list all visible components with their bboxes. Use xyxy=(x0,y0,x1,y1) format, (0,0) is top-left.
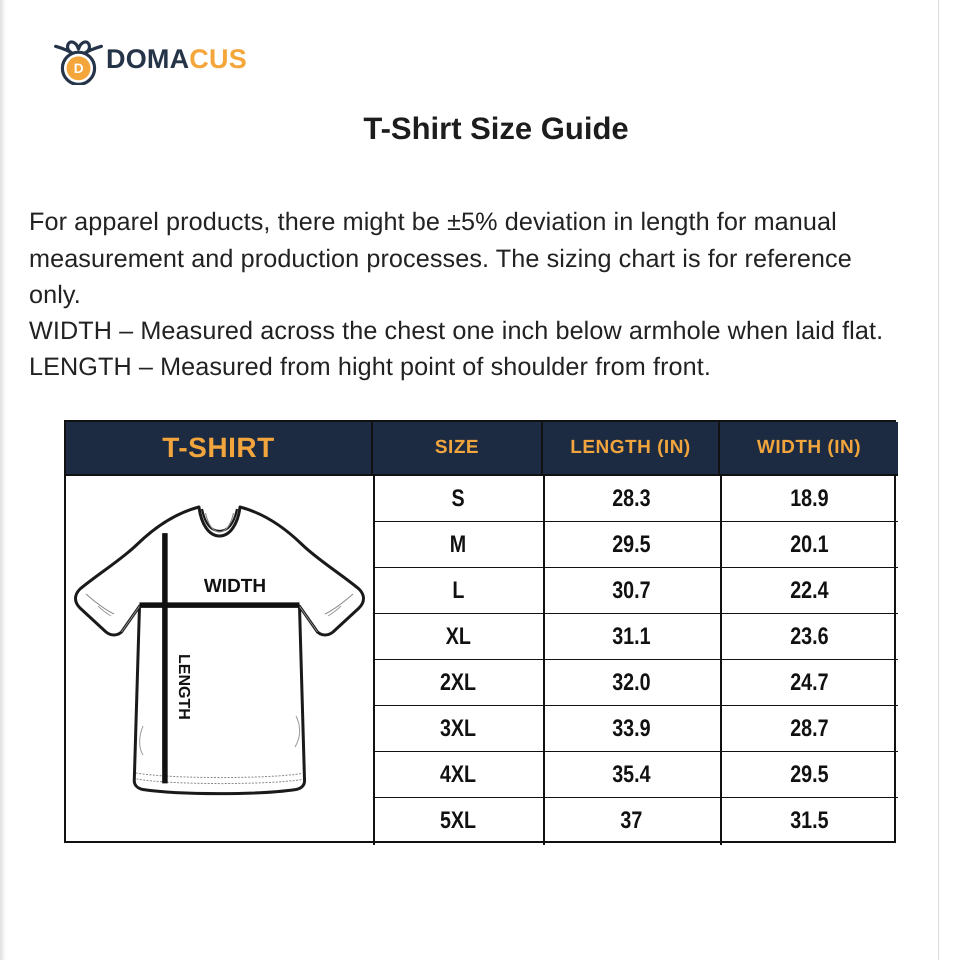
svg-text:D: D xyxy=(74,62,84,77)
